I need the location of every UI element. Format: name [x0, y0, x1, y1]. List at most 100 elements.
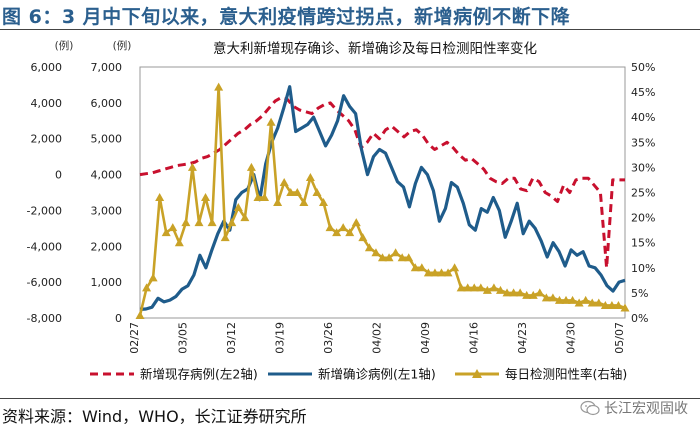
series-point [423, 268, 433, 277]
series-point [482, 285, 492, 294]
y-inner-tick-label: 4,000 [91, 169, 123, 182]
y-inner-tick-label: 5,000 [91, 133, 123, 146]
series-point [253, 193, 263, 202]
y-inner-tick-label: 0 [115, 312, 122, 325]
series-point [410, 263, 420, 272]
series-point [574, 298, 584, 307]
series-point [568, 295, 578, 304]
series-point [495, 285, 505, 294]
series-point [351, 218, 361, 227]
series-point [620, 303, 630, 312]
series-point [509, 288, 519, 297]
series-point [535, 288, 545, 297]
y-outer-tick-label: 0 [55, 169, 62, 182]
series-point [607, 300, 617, 309]
legend-marker [472, 369, 482, 378]
figure-title: 图 6：3 月中下旬以来，意大利疫情跨过拐点，新增病例不断下降 [2, 6, 571, 28]
series-point [201, 193, 211, 202]
footer-rule [0, 398, 700, 399]
series-point [332, 228, 342, 237]
series-point [450, 263, 460, 272]
y-inner-axis-label: (例) [113, 39, 132, 52]
series-point [554, 295, 564, 304]
legend: 新增现存病例(左2轴) 新增确诊病例(左1轴) 每日检测阳性率(右轴) [90, 367, 627, 382]
series-point [319, 198, 329, 207]
series-point [443, 268, 453, 277]
series-point [142, 283, 152, 292]
x-tick-label: 04/02 [371, 322, 384, 354]
y-inner-tick-label: 7,000 [91, 61, 123, 74]
series-point [522, 290, 532, 299]
series-point [397, 253, 407, 262]
series-point [338, 223, 348, 232]
series-point [345, 228, 355, 237]
series-point [233, 203, 243, 212]
y-right-tick-label: 10% [631, 262, 655, 275]
series-point [181, 218, 191, 227]
y-right-tick-label: 5% [631, 287, 648, 300]
x-tick-label: 04/16 [468, 322, 481, 354]
series-point [613, 300, 623, 309]
y-outer-tick-label: 2,000 [31, 133, 63, 146]
y-outer-tick-label: -4,000 [27, 240, 62, 253]
x-tick-label: 03/12 [225, 322, 238, 354]
series-point [417, 263, 427, 272]
chart: 意大利新增现存确诊、新增确诊及每日检测阳性率变化 (例) (例) 6,000 4,… [27, 39, 656, 382]
x-tick-label: 02/27 [128, 322, 141, 354]
source-note: 资料来源：Wind，WHO，长江证券研究所 [2, 407, 307, 426]
y-outer-tick-label: -6,000 [27, 276, 62, 289]
x-tick-label: 04/30 [565, 322, 578, 354]
series-point [384, 253, 394, 262]
series-line-3 [138, 85, 626, 316]
series-point [594, 298, 604, 307]
series-point [581, 295, 591, 304]
y-inner-tick-label: 2,000 [91, 240, 123, 253]
series-point [260, 193, 270, 202]
series-point [155, 193, 165, 202]
x-tick-label: 04/23 [516, 322, 529, 354]
series-point [174, 238, 184, 247]
series-point [469, 283, 479, 292]
series-point [456, 283, 466, 292]
y-right-tick-label: 0% [631, 312, 648, 325]
series-point [161, 228, 171, 237]
y-right-tick-label: 20% [631, 212, 655, 225]
header-rule [0, 29, 700, 30]
x-tick-label: 04/09 [419, 322, 432, 354]
series-point [391, 248, 401, 257]
series-point [541, 293, 551, 302]
y-right-tick-label: 50% [631, 61, 655, 74]
series-point [279, 177, 289, 186]
series-point [286, 188, 296, 196]
series-point [489, 283, 499, 292]
series-line-2 [139, 85, 626, 311]
series-point [476, 283, 486, 292]
watermark-text: 长江宏观固收 [604, 401, 688, 417]
series-point [273, 198, 283, 207]
series-point [299, 198, 309, 207]
series-point [436, 268, 446, 277]
series-point [378, 253, 387, 262]
series-point [207, 218, 217, 227]
series-point [292, 188, 302, 196]
series-point [561, 295, 571, 304]
y-outer-tick-label: 6,000 [31, 61, 63, 74]
plot-area-frame [139, 66, 626, 319]
y-inner-tick-label: 6,000 [91, 97, 123, 110]
series-point [187, 162, 197, 171]
series-point [358, 233, 368, 242]
series-point [312, 188, 322, 196]
series-point [214, 82, 224, 91]
figure-header: 图 6：3 月中下旬以来，意大利疫情跨过拐点，新增病例不断下降 [0, 0, 700, 30]
x-tick-label: 03/19 [274, 322, 287, 354]
series-point [240, 213, 250, 222]
series-point [548, 293, 558, 302]
series-point [371, 248, 381, 257]
series-point [502, 288, 512, 297]
series-point [515, 288, 525, 297]
series-point [246, 162, 256, 171]
series-point [305, 172, 315, 181]
y-outer-tick-label: -2,000 [27, 204, 62, 217]
series-point [404, 253, 414, 262]
y-right-tick-label: 15% [631, 237, 655, 250]
